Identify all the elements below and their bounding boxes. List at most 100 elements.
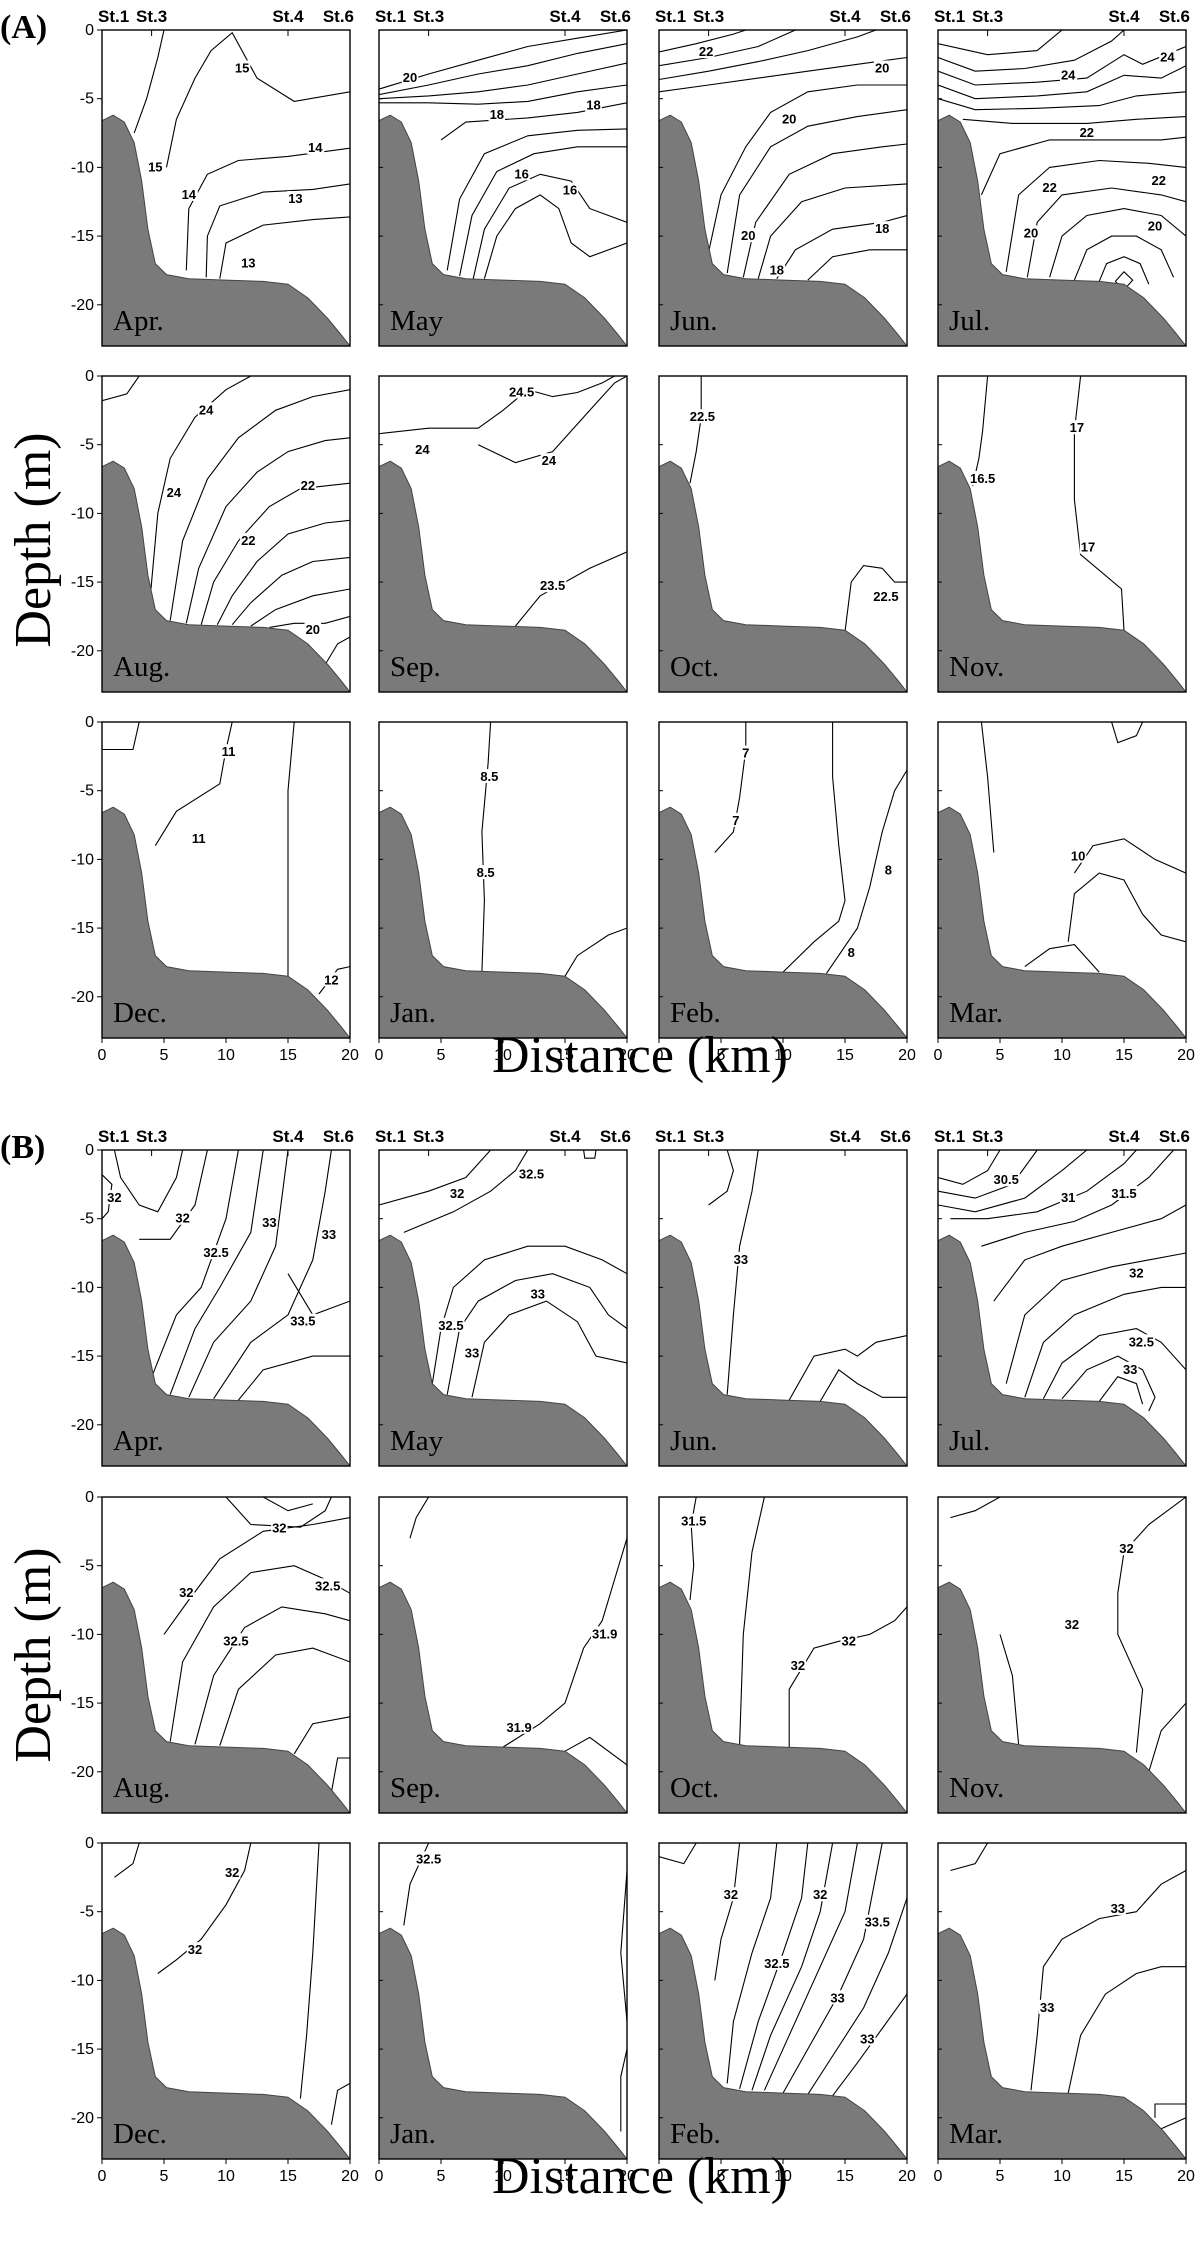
contour-label: 30.5 <box>994 1172 1019 1187</box>
y-tick-label: -5 <box>80 1904 94 1921</box>
x-tick-label: 0 <box>98 1047 107 1064</box>
contour-line <box>739 1843 809 2090</box>
contour-line <box>757 183 907 279</box>
contour-label: 17 <box>1081 540 1095 555</box>
station-label: St.1 <box>655 1127 686 1146</box>
contour-label: 24 <box>415 442 430 457</box>
month-label: Jul. <box>949 305 990 337</box>
contour-line <box>219 216 350 279</box>
seabed-terrain <box>379 806 627 1038</box>
contour-label: 32.5 <box>223 1633 248 1648</box>
panel-a-mar: 10 Mar. 0 5 10 15 20 <box>934 721 1195 1064</box>
contour-line <box>981 1150 1175 1247</box>
month-label: Jan. <box>390 997 436 1029</box>
contour-label: 32.5 <box>315 1578 340 1593</box>
seabed-terrain <box>102 114 350 346</box>
contour-line <box>1030 1870 1186 2091</box>
contour-label: 13 <box>241 256 255 271</box>
month-label: Oct. <box>670 651 719 683</box>
contour-label: 33 <box>322 1227 336 1242</box>
contour-line <box>1098 256 1150 285</box>
station-label: St.6 <box>880 1127 911 1146</box>
station-label: St.1 <box>934 7 965 26</box>
seabed-terrain <box>379 460 627 692</box>
contour-line <box>620 2048 627 2132</box>
panel-frame <box>378 375 628 693</box>
y-tick-label: 0 <box>85 714 94 731</box>
seabed-terrain <box>659 1234 907 1466</box>
contour-line <box>133 30 165 134</box>
month-label: Jun. <box>670 305 718 337</box>
contour-line <box>782 722 846 973</box>
contour-line <box>1073 376 1125 631</box>
contour-label: 32.5 <box>438 1318 463 1333</box>
panel-a-nov: 16.5 17 17 Nov. <box>937 375 1187 693</box>
x-tick-label: 5 <box>437 1047 446 1064</box>
month-label: Sep. <box>390 1772 441 1804</box>
contour-line <box>564 1736 627 1766</box>
x-tick-label: 15 <box>836 2168 854 2185</box>
contour-line <box>726 109 907 274</box>
contour-line <box>1148 1702 1186 1772</box>
contour-label: 11 <box>222 744 236 759</box>
station-label: St.1 <box>934 1127 965 1146</box>
station-label: St.1 <box>655 7 686 26</box>
panel-b-dec: 32 32 Dec. 0 -5 -10 -15 -20 0 5 10 15 20 <box>71 1835 359 2185</box>
contour-label: 32 <box>225 1865 239 1880</box>
contour-line <box>185 437 350 624</box>
y-tick-label: -5 <box>80 437 94 454</box>
month-label: Dec. <box>113 2118 167 2150</box>
x-tick-label: 20 <box>898 2168 916 2185</box>
contour-line <box>502 1538 627 1748</box>
station-label: St.6 <box>1159 7 1190 26</box>
contour-label: 22 <box>699 44 713 59</box>
contour-label: 32 <box>188 1942 202 1957</box>
panel-b-nov: 32 32 Nov. <box>937 1496 1187 1814</box>
month-label: Mar. <box>949 2118 1003 2150</box>
seabed-terrain <box>102 806 350 1038</box>
x-tick-label: 10 <box>1053 2168 1071 2185</box>
contour-label: 15 <box>235 60 249 75</box>
contour-line <box>807 249 907 281</box>
contour-line <box>1005 1252 1186 1384</box>
panel-frame <box>937 375 1187 693</box>
contour-line <box>231 556 350 626</box>
contour-line <box>403 1150 529 1233</box>
contour-line <box>763 1843 858 2091</box>
contour-line <box>163 1517 350 1635</box>
contour-label: 31.5 <box>681 1514 706 1529</box>
contour-line <box>938 65 1186 100</box>
y-tick-label: -15 <box>71 1348 94 1365</box>
contour-line <box>379 62 627 100</box>
contour-line <box>379 30 627 90</box>
y-tick-label: -10 <box>71 1279 94 1296</box>
y-tick-label: -10 <box>71 505 94 522</box>
contour-line <box>938 30 1063 56</box>
x-tick-label: 5 <box>996 1047 1005 1064</box>
x-tick-label: 10 <box>217 1047 235 1064</box>
y-tick-label: -10 <box>71 159 94 176</box>
contour-label: 18 <box>490 107 504 122</box>
contour-label: 20 <box>741 228 755 243</box>
contour-line <box>483 194 627 279</box>
month-label: Feb. <box>670 2118 721 2150</box>
axis-titles: Distance (km) Distance (km) Depth (m) Depth… <box>5 432 788 2205</box>
contour-line <box>1024 944 1100 973</box>
contour-line <box>225 1497 332 1528</box>
contour-line <box>185 147 350 271</box>
panel-frame <box>937 29 1187 347</box>
contour-label: 33 <box>734 1252 748 1267</box>
contour-line <box>213 1150 332 1400</box>
contour-label: 17 <box>1070 420 1084 435</box>
station-label: St.6 <box>323 7 354 26</box>
contour-label: 32 <box>841 1633 855 1648</box>
contour-label: 16 <box>563 183 577 198</box>
panel-b-jun: 33 Jun. St.1 St.3 St.4 St.6 <box>655 1127 911 1467</box>
contour-line <box>446 128 627 271</box>
panel-frame <box>378 29 628 347</box>
contour-line <box>1049 208 1186 278</box>
contour-label: 32.5 <box>203 1245 228 1260</box>
panel-frame <box>937 1149 1187 1467</box>
month-label: Feb. <box>670 997 721 1029</box>
